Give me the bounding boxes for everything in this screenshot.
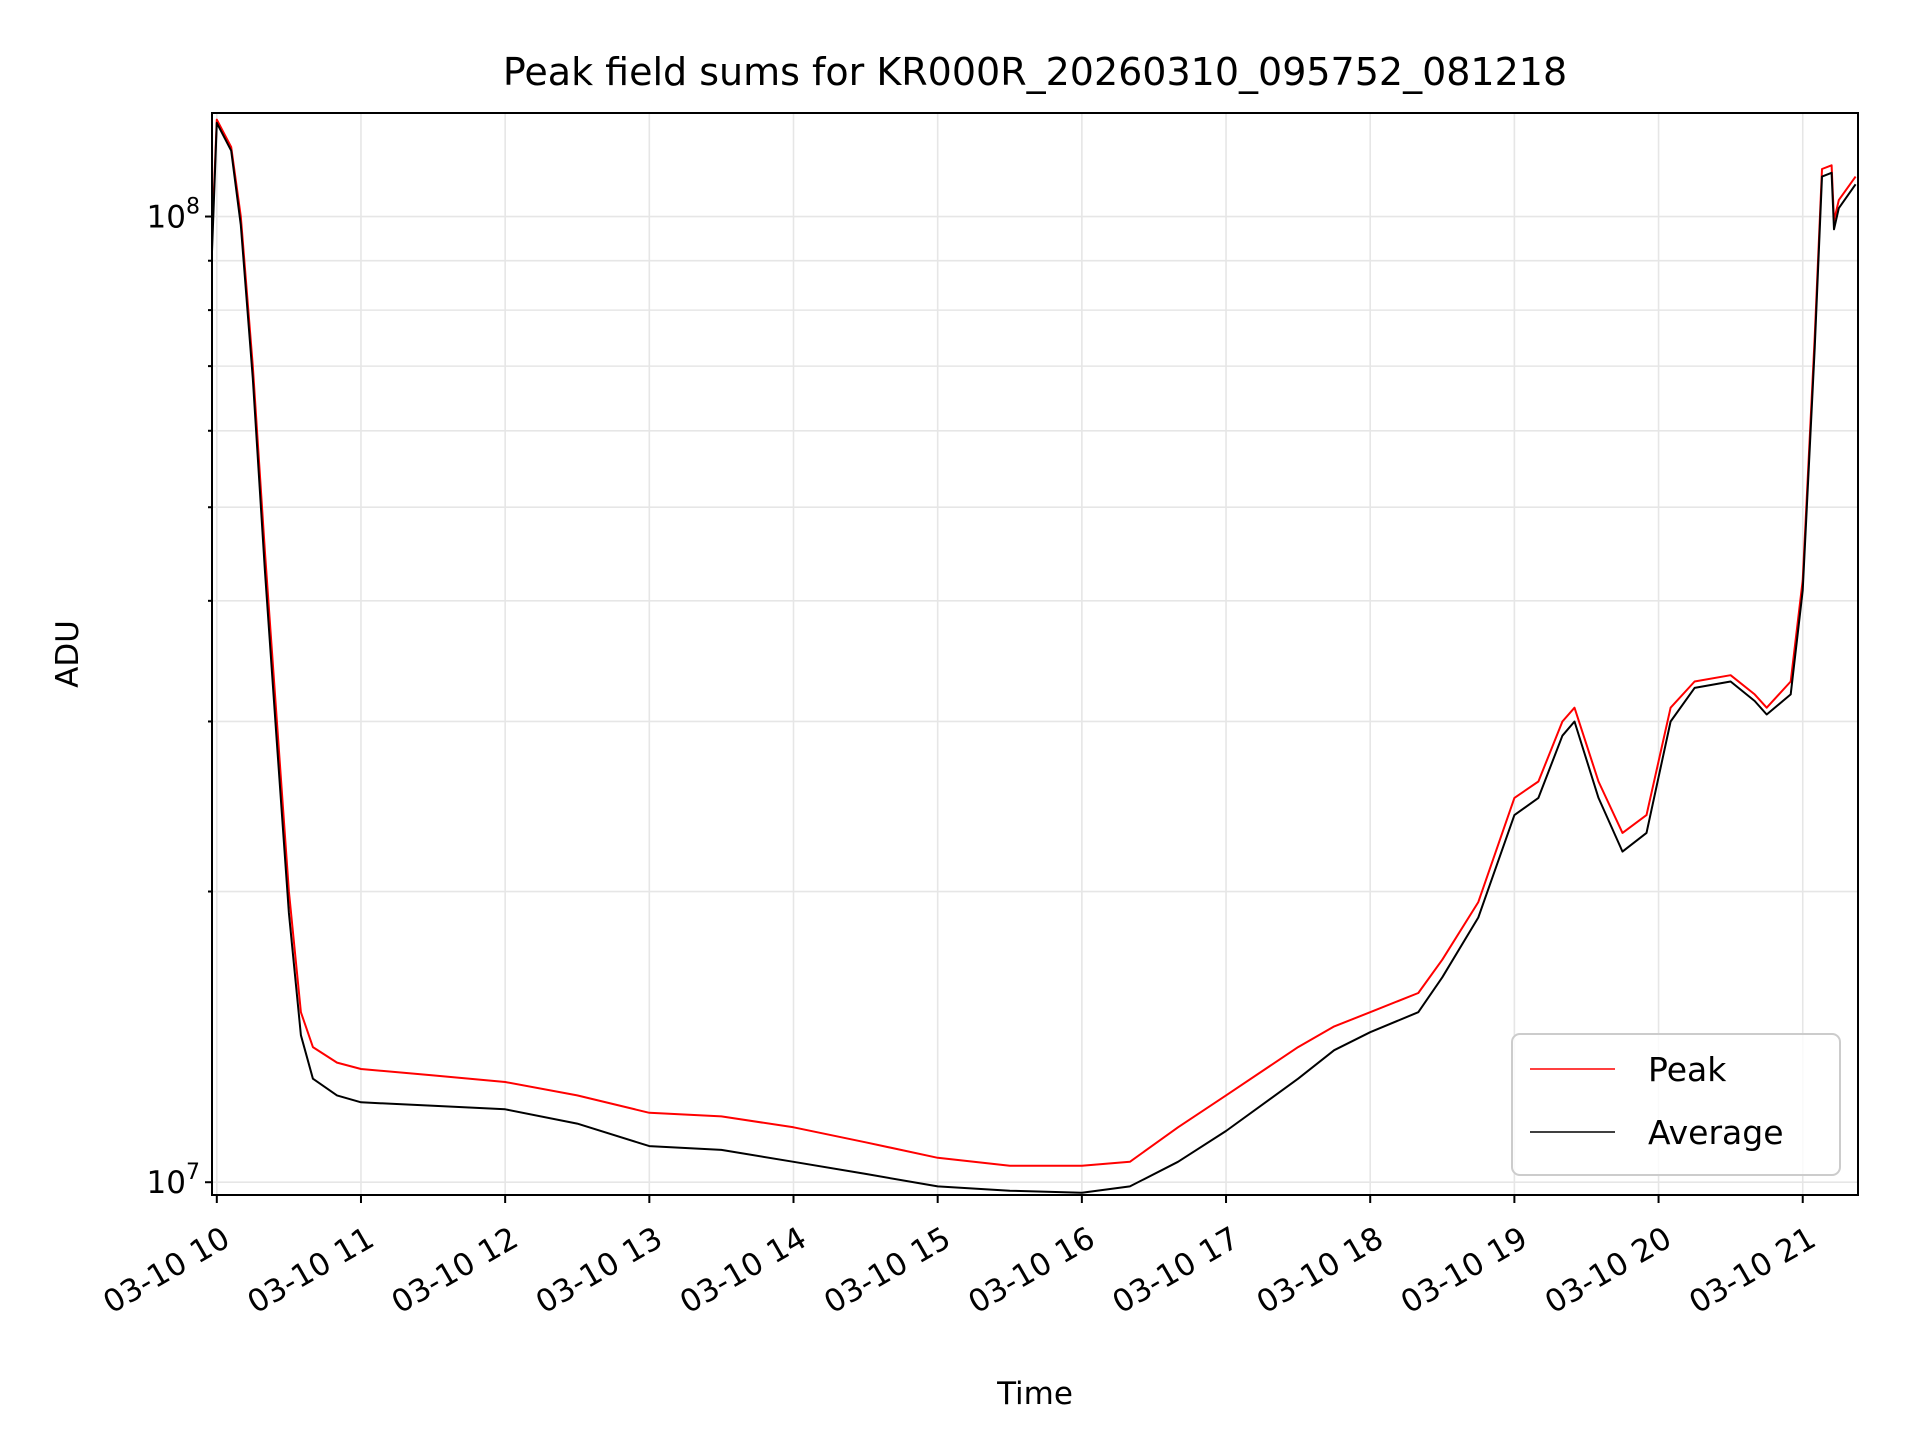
- chart-title: Peak field sums for KR000R_20260310_0957…: [503, 50, 1567, 94]
- legend-peak-label: Peak: [1648, 1050, 1727, 1089]
- grid: [212, 113, 1858, 1195]
- y-tick-label: 107: [147, 1160, 200, 1201]
- plot-area-frame: [211, 112, 1859, 1196]
- legend-average-label: Average: [1648, 1113, 1784, 1152]
- series-line-peak: [211, 118, 1857, 1167]
- series-layer: [211, 118, 1857, 1194]
- y-axis-ticks: 107 108: [147, 195, 212, 1201]
- y-axis-label: ADU: [50, 620, 86, 688]
- y-tick-label: 108: [147, 195, 200, 236]
- series-line-average: [211, 121, 1857, 1194]
- legend: Peak Average: [1511, 1033, 1841, 1176]
- x-axis-label: Time: [996, 1376, 1073, 1412]
